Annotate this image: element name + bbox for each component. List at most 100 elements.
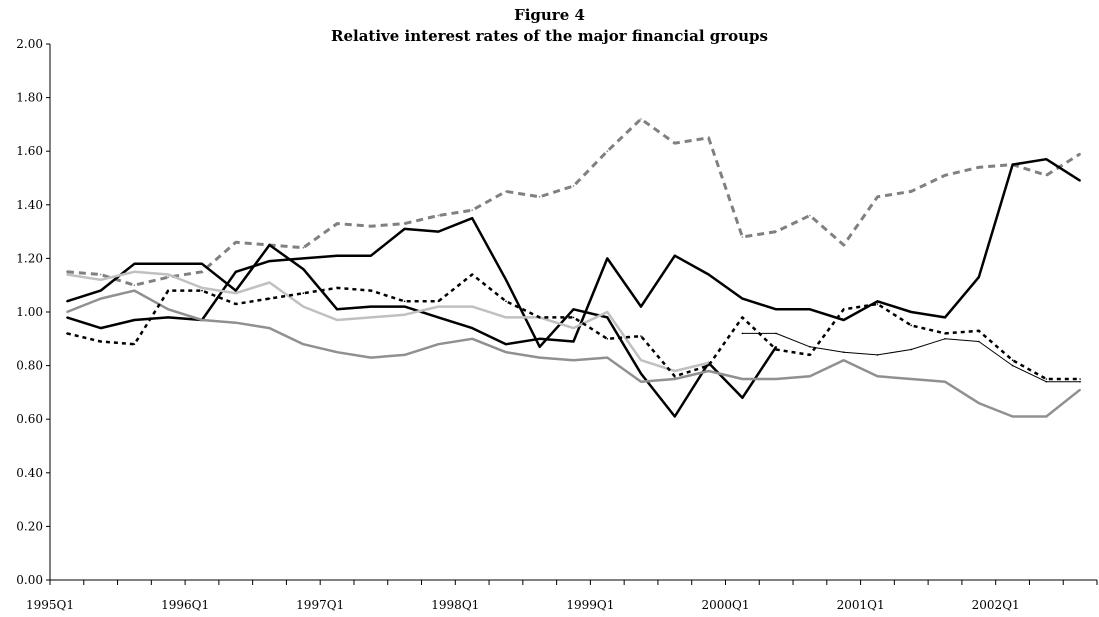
x-tick-label: 2001Q1 [837,598,885,612]
data-point [775,332,777,335]
data-point [944,174,946,177]
x-tick-label: 1997Q1 [296,598,344,612]
data-point [336,308,338,311]
data-point [707,137,710,139]
series-line [66,270,709,373]
data-point [302,257,305,260]
data-point [606,150,609,152]
data-point [640,118,642,120]
data-point [640,359,642,362]
data-point [606,311,609,313]
data-point [910,324,912,327]
data-point [403,222,406,225]
series-5 [66,289,1081,418]
data-point [201,287,203,289]
data-point [302,246,305,249]
x-tick-label: 1995Q1 [26,598,74,612]
data-point [640,372,642,375]
data-point [133,284,136,287]
data-point [403,228,406,230]
data-point [370,225,372,227]
data-point [302,292,305,295]
data-point [809,214,811,217]
data-point [336,351,338,354]
data-point [66,316,68,319]
data-point [538,346,541,348]
data-point [437,214,440,217]
data-point [707,364,710,367]
data-point [572,185,575,187]
y-tick-label: 0.00 [16,573,43,587]
data-point [572,340,575,343]
data-point [978,340,980,343]
data-point [809,346,811,348]
data-point [674,254,676,257]
data-point [640,335,642,337]
data-point [775,230,777,233]
data-point [842,359,845,362]
data-point [775,308,777,311]
data-point [99,340,102,343]
data-point [1011,364,1014,367]
data-point [1011,359,1014,362]
data-point [336,222,338,225]
data-point [978,330,980,332]
data-point [978,276,980,279]
data-point [978,402,980,404]
data-point [370,356,372,359]
data-point [505,351,507,354]
data-point [876,300,879,303]
data-point [775,348,777,351]
data-point [505,300,507,303]
data-point [235,241,237,244]
data-point [1011,163,1014,166]
data-point [775,378,777,380]
data-point [910,311,912,313]
chart-title: Figure 4 [514,6,585,24]
data-point [403,354,406,356]
data-point [707,273,710,276]
data-point [842,319,845,321]
data-point [66,271,68,273]
data-point [606,316,609,319]
data-point [1045,174,1048,177]
data-point [741,397,744,399]
data-point [336,254,338,257]
series-line [66,117,1081,287]
data-point [370,316,372,319]
data-point [1079,153,1081,155]
data-point [1045,378,1048,380]
data-point [572,308,575,311]
chart-axes: 0.00 0.20 0.40 0.60 0.80 1.00 1.20 1.40 1.60 1.80… [16,37,1098,612]
data-point [775,346,777,348]
series-layer [66,117,1081,418]
data-point [910,190,912,193]
data-point [167,316,169,319]
data-point [876,354,879,356]
data-point [99,289,102,292]
data-point [437,343,440,346]
data-point [944,380,946,383]
data-point [572,327,575,329]
data-point [674,375,676,378]
data-point [674,415,676,418]
data-point [809,375,811,378]
data-point [741,297,744,300]
data-point [437,305,440,308]
data-point [1011,415,1014,418]
data-point [876,375,879,378]
data-point [1079,378,1081,380]
series-line [742,332,1081,383]
series-7 [741,332,1081,383]
x-tick-label: 1999Q1 [566,598,614,612]
data-point [167,276,169,279]
data-point [572,316,575,319]
y-tick-label: 0.40 [16,466,43,480]
data-point [235,271,237,273]
y-tick-label: 1.40 [16,198,43,212]
data-point [133,319,136,321]
data-point [572,359,575,362]
data-point [842,351,845,354]
series-line [66,157,1081,346]
x-tick-label: 1998Q1 [431,598,479,612]
